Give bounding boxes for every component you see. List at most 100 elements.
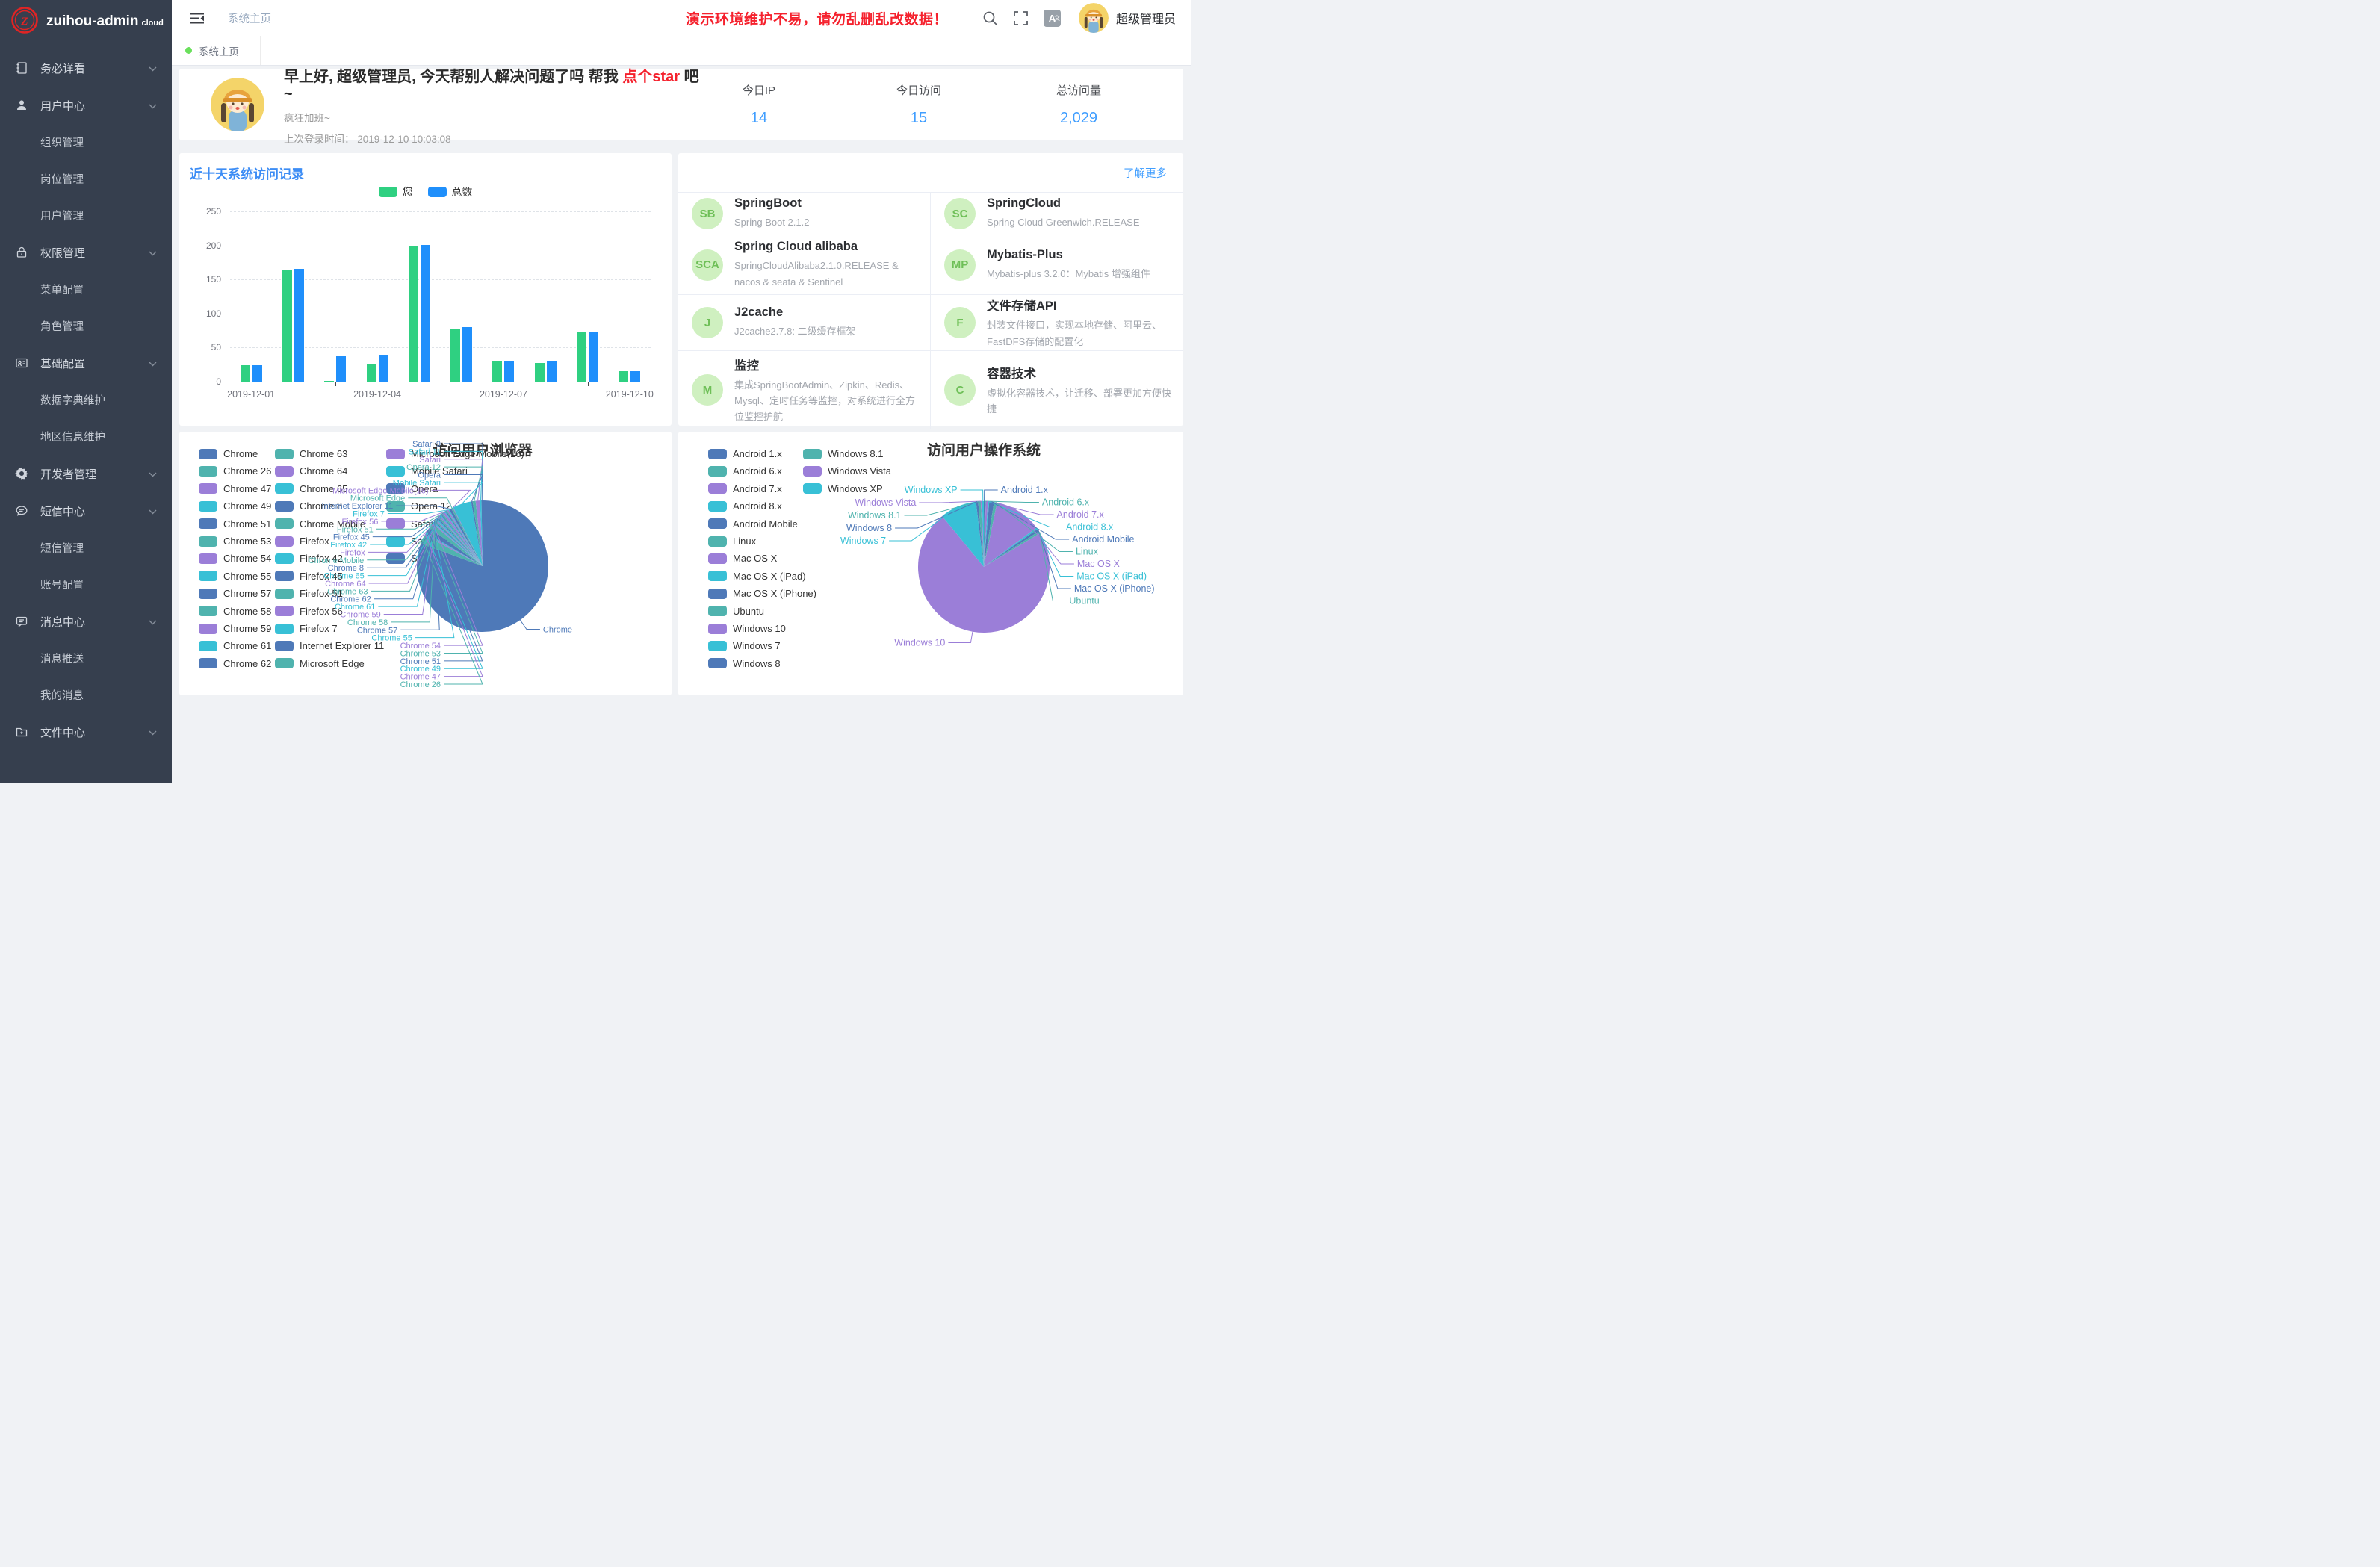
folder-icon [15, 725, 28, 739]
sidebar-subitem-角色管理[interactable]: 角色管理 [0, 308, 172, 344]
sidebar-item-基础配置[interactable]: 基础配置 [0, 344, 172, 382]
tech-card-文件存储API: F文件存储API封装文件接口，实现本地存储、阿里云、FastDFS存储的配置化 [931, 294, 1183, 350]
sidebar-subitem-我的消息[interactable]: 我的消息 [0, 677, 172, 713]
sidebar-subitem-地区信息维护[interactable]: 地区信息维护 [0, 418, 172, 455]
bar-legend-总数[interactable]: 总数 [428, 184, 473, 199]
pie-label-Mac OS X: Mac OS X [1077, 559, 1121, 569]
y-axis-tick: 100 [191, 308, 221, 319]
username: 超级管理员 [1116, 9, 1176, 27]
tech-card-容器技术: C容器技术虚拟化容器技术，让迁移、部署更加方便快捷 [931, 350, 1183, 429]
x-axis-tick: 2019-12-10 [596, 389, 663, 400]
y-axis-tick: 250 [191, 206, 221, 217]
pie-label-Android Mobile: Android Mobile [1072, 534, 1134, 544]
topbar: 系统主页 演示环境维护不易，请勿乱删乱改数据！ A文 超级管理员 [172, 0, 1191, 36]
content-area: 早上好, 超级管理员, 今天帮别人解决问题了吗 帮我 点个star 吧~ 疯狂加… [172, 66, 1191, 784]
x-axis-tick: 2019-12-07 [470, 389, 537, 400]
search-icon[interactable] [982, 10, 998, 26]
sidebar-item-开发者管理[interactable]: 开发者管理 [0, 455, 172, 492]
os-pie-chart: Windows XPWindows VistaWindows 8.1Window… [678, 432, 1183, 695]
user-avatar[interactable] [1079, 3, 1109, 33]
tab-bar: 系统主页 [172, 36, 1191, 66]
sidebar-subitem-短信管理[interactable]: 短信管理 [0, 530, 172, 566]
tech-badge: M [692, 374, 723, 406]
chevron-down-icon [149, 615, 157, 628]
x-axis-tick: 2019-12-01 [217, 389, 285, 400]
sidebar-subitem-岗位管理[interactable]: 岗位管理 [0, 161, 172, 197]
tech-card-SpringBoot: SBSpringBootSpring Boot 2.1.2 [678, 192, 931, 235]
pie-label-Android 7.x: Android 7.x [1057, 509, 1105, 520]
pie-label-Android 6.x: Android 6.x [1042, 497, 1090, 508]
tech-card-grid: SBSpringBootSpring Boot 2.1.2SCSpringClo… [678, 192, 1183, 426]
bar-chart-legend: 您总数 [179, 184, 672, 199]
sidebar-subitem-组织管理[interactable]: 组织管理 [0, 124, 172, 161]
chevron-down-icon [149, 468, 157, 480]
pie-label-Windows 10: Windows 10 [894, 637, 945, 648]
x-axis-tick: 2019-12-04 [344, 389, 411, 400]
bar-group-2019-12-10 [619, 211, 640, 382]
tech-stack-panel: 了解更多 SBSpringBootSpring Boot 2.1.2SCSpri… [678, 153, 1183, 426]
svg-text:Z: Z [20, 16, 28, 28]
pie-label-Windows XP: Windows XP [905, 485, 958, 495]
chevron-down-icon [149, 726, 157, 739]
pie-label-Android 1.x: Android 1.x [1001, 485, 1049, 495]
tab-system-home[interactable]: 系统主页 [172, 36, 261, 65]
user-icon [15, 99, 28, 112]
sidebar-subitem-消息推送[interactable]: 消息推送 [0, 640, 172, 677]
last-login: 上次登录时间： 2019-12-10 10:03:08 [284, 131, 699, 146]
pie-label-Chrome 26: Chrome 26 [400, 680, 441, 689]
browser-pie-panel: 访问用户浏览器 ChromeChrome 26Chrome 47Chrome 4… [179, 432, 672, 695]
main-column: 系统主页 演示环境维护不易，请勿乱删乱改数据！ A文 超级管理员 [172, 0, 1191, 784]
tech-card-J2cache: JJ2cacheJ2cache2.7.8: 二级缓存框架 [678, 294, 931, 350]
sidebar-item-文件中心[interactable]: 文件中心 [0, 713, 172, 751]
sidebar-item-短信中心[interactable]: 短信中心 [0, 492, 172, 530]
app-title: zuihou-admincloud [46, 13, 164, 30]
sidebar-item-消息中心[interactable]: 消息中心 [0, 603, 172, 640]
chevron-down-icon [149, 99, 157, 112]
sidebar-subitem-账号配置[interactable]: 账号配置 [0, 566, 172, 603]
visits-bar-chart-panel: 近十天系统访问记录 您总数 0501001502002502019-12-012… [179, 153, 672, 426]
learn-more-link[interactable]: 了解更多 [1124, 165, 1167, 181]
sidebar-item-权限管理[interactable]: 权限管理 [0, 234, 172, 271]
sidebar-subitem-数据字典维护[interactable]: 数据字典维护 [0, 382, 172, 418]
lock-icon [15, 246, 28, 259]
sidebar-item-用户中心[interactable]: 用户中心 [0, 87, 172, 124]
chevron-down-icon [149, 357, 157, 370]
tech-card-Spring Cloud alibaba: SCASpring Cloud alibabaSpringCloudAlibab… [678, 235, 931, 294]
y-axis-tick: 50 [191, 342, 221, 353]
tech-badge: J [692, 307, 723, 338]
chevron-down-icon [149, 246, 157, 259]
language-icon[interactable]: A文 [1044, 10, 1061, 27]
bar-group-2019-12-07 [492, 211, 514, 382]
tech-badge: F [944, 307, 976, 338]
tech-badge: C [944, 374, 976, 406]
pie-label-Android 8.x: Android 8.x [1066, 522, 1114, 533]
pie-label-Mac OS X (iPhone): Mac OS X (iPhone) [1074, 583, 1155, 594]
bar-group-2019-12-04 [367, 211, 388, 382]
bar-group-2019-12-09 [577, 211, 598, 382]
greeting-title: 早上好, 超级管理员, 今天帮别人解决问题了吗 帮我 点个star 吧~ [284, 66, 699, 103]
pie-label-Chrome: Chrome [543, 625, 572, 634]
sidebar-item-务必详看[interactable]: 务必详看 [0, 49, 172, 87]
sidebar: Z zuihou-admincloud 务必详看用户中心组织管理岗位管理用户管理… [0, 0, 172, 784]
stat-今日访问: 今日访问15 [859, 82, 979, 127]
star-link[interactable]: 点个star [622, 69, 680, 85]
bar-legend-您[interactable]: 您 [379, 184, 413, 199]
bar-group-2019-12-05 [409, 211, 430, 382]
y-axis-tick: 200 [191, 241, 221, 251]
tech-badge: SB [692, 198, 723, 229]
tab-active-dot [185, 47, 192, 54]
sidebar-subitem-菜单配置[interactable]: 菜单配置 [0, 271, 172, 308]
gear-icon [15, 467, 28, 480]
tech-badge: SC [944, 198, 976, 229]
menu-fold-icon[interactable] [190, 13, 204, 24]
chat-icon [15, 504, 28, 518]
sidebar-subitem-用户管理[interactable]: 用户管理 [0, 197, 172, 234]
fullscreen-icon[interactable] [1013, 10, 1029, 26]
pie-label-Windows 8.1: Windows 8.1 [848, 510, 902, 521]
stat-总访问量: 总访问量2,029 [1019, 82, 1138, 127]
tech-badge: MP [944, 249, 976, 281]
bar-group-2019-12-06 [450, 211, 472, 382]
logo[interactable]: Z zuihou-admincloud [0, 0, 172, 43]
pie-label-Ubuntu: Ubuntu [1069, 596, 1099, 606]
message-icon [15, 615, 28, 628]
